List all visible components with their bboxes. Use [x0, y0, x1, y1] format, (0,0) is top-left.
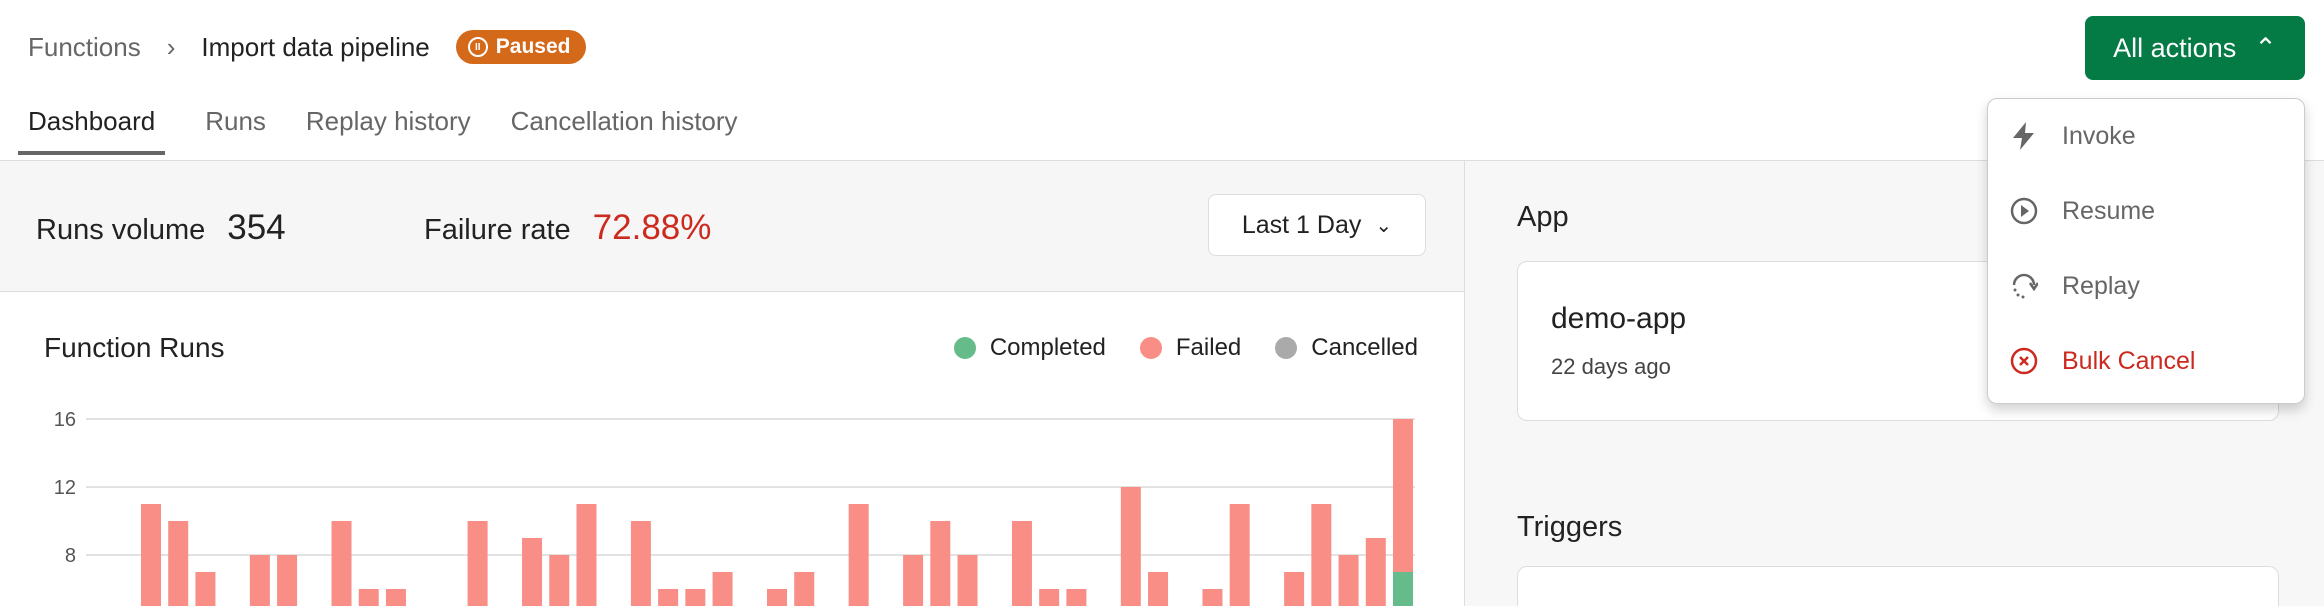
bar-failed[interactable] [1393, 419, 1413, 572]
time-range-label: Last 1 Day [1241, 210, 1362, 239]
status-label: Paused [495, 35, 571, 58]
legend-dot [1275, 337, 1298, 359]
chart-legend: Completed Failed Cancelled [953, 334, 1418, 362]
legend-cancelled[interactable]: Cancelled [1275, 334, 1418, 362]
x-circle-icon [2010, 347, 2038, 375]
runs-volume-label: Runs volume [36, 214, 206, 246]
app-name[interactable]: demo-app [1551, 302, 1687, 335]
triggers-card [1517, 566, 2279, 606]
bar-failed[interactable] [1284, 572, 1305, 606]
all-actions-label: All actions [2113, 32, 2237, 63]
failure-rate-stat: Failure rate 72.88% [424, 208, 711, 248]
bar-failed[interactable] [1066, 589, 1087, 606]
bar-completed[interactable] [1393, 572, 1413, 606]
bar-failed[interactable] [141, 504, 161, 606]
bar-failed[interactable] [1311, 504, 1332, 606]
bar-failed[interactable] [957, 555, 978, 606]
tab-replay-history[interactable]: Replay history [305, 106, 471, 136]
tab-runs[interactable]: Runs [205, 106, 266, 136]
time-range-select[interactable]: Last 1 Day ⌄ [1208, 194, 1426, 256]
chevron-right-icon: › [166, 31, 176, 62]
bar-failed[interactable] [630, 521, 651, 606]
tab-cancellation-history[interactable]: Cancellation history [510, 106, 738, 136]
legend-failed[interactable]: Failed [1139, 334, 1242, 362]
menu-item-label: Bulk Cancel [2062, 346, 2196, 375]
bar-failed[interactable] [767, 589, 787, 606]
bar-failed[interactable] [331, 521, 352, 606]
failure-rate-label: Failure rate [424, 214, 571, 246]
tab-bar: Dashboard Runs Replay history Cancellati… [18, 106, 738, 155]
menu-item-label: Resume [2062, 196, 2156, 225]
legend-dot [1139, 337, 1162, 359]
triggers-heading: Triggers [1517, 511, 1623, 543]
bar-failed[interactable] [522, 538, 543, 606]
replay-icon [2012, 273, 2038, 299]
bar-failed[interactable] [549, 555, 570, 606]
bar-failed[interactable] [358, 589, 379, 606]
bar-failed[interactable] [1120, 487, 1141, 606]
pause-icon: II [467, 37, 488, 57]
menu-item-label: Invoke [2062, 121, 2136, 150]
bar-failed[interactable] [1365, 538, 1386, 606]
page-title: Import data pipeline [201, 31, 430, 62]
menu-item-bulk-cancel[interactable]: Bulk Cancel [2010, 346, 2195, 376]
all-actions-button[interactable]: All actions ⌃ [2085, 16, 2305, 80]
bar-failed[interactable] [848, 504, 869, 606]
status-badge: II Paused [455, 30, 587, 64]
bar-failed[interactable] [1338, 555, 1359, 606]
app-heading: App [1517, 201, 1569, 233]
failure-rate-value: 72.88% [592, 208, 712, 247]
bar-failed[interactable] [168, 521, 189, 606]
bar-failed[interactable] [685, 589, 706, 606]
panel-divider [1464, 161, 1465, 606]
lightning-icon [2013, 122, 2034, 150]
bar-failed[interactable] [1202, 589, 1223, 606]
bar-failed[interactable] [1039, 589, 1060, 606]
actions-menu: Invoke Resume Replay Bulk Cancel [1987, 98, 2305, 404]
bar-failed[interactable] [794, 572, 815, 606]
bar-failed[interactable] [658, 589, 679, 606]
chevron-up-icon: ⌃ [2254, 32, 2277, 63]
menu-item-invoke[interactable]: Invoke [2010, 121, 2136, 151]
y-tick-label: 8 [65, 545, 76, 567]
play-circle-icon [2010, 197, 2038, 225]
bar-failed[interactable] [277, 555, 298, 606]
tab-dashboard[interactable]: Dashboard [18, 106, 166, 155]
legend-label: Failed [1175, 334, 1242, 361]
bar-failed[interactable] [903, 555, 924, 606]
menu-item-replay[interactable]: Replay [2010, 271, 2140, 301]
bar-failed[interactable] [467, 521, 488, 606]
runs-volume-value: 354 [227, 208, 286, 247]
bar-failed[interactable] [930, 521, 951, 606]
y-tick-label: 16 [54, 409, 76, 431]
chart-title: Function Runs [44, 332, 225, 363]
legend-label: Cancelled [1311, 334, 1418, 361]
runs-volume-stat: Runs volume 354 [36, 208, 286, 248]
divider [0, 160, 2324, 161]
menu-item-resume[interactable]: Resume [2010, 196, 2155, 226]
bar-failed[interactable] [1229, 504, 1250, 606]
app-updated: 22 days ago [1551, 354, 1671, 379]
bar-failed[interactable] [1148, 572, 1169, 606]
bar-failed[interactable] [195, 572, 216, 606]
chevron-down-icon: ⌄ [1375, 214, 1393, 237]
menu-item-label: Replay [2062, 271, 2140, 300]
function-runs-chart: 8 12 16 [54, 409, 1415, 606]
legend-completed[interactable]: Completed [953, 334, 1106, 362]
bar-failed[interactable] [576, 504, 597, 606]
y-tick-label: 12 [54, 477, 76, 499]
legend-dot [953, 337, 976, 359]
bar-failed[interactable] [712, 572, 733, 606]
breadcrumb-functions-link[interactable]: Functions [28, 31, 141, 62]
legend-label: Completed [989, 334, 1106, 361]
bar-failed[interactable] [385, 589, 406, 606]
bar-failed[interactable] [249, 555, 270, 606]
breadcrumb: Functions › Import data pipeline II Pause… [28, 30, 587, 64]
bar-failed[interactable] [1011, 521, 1032, 606]
